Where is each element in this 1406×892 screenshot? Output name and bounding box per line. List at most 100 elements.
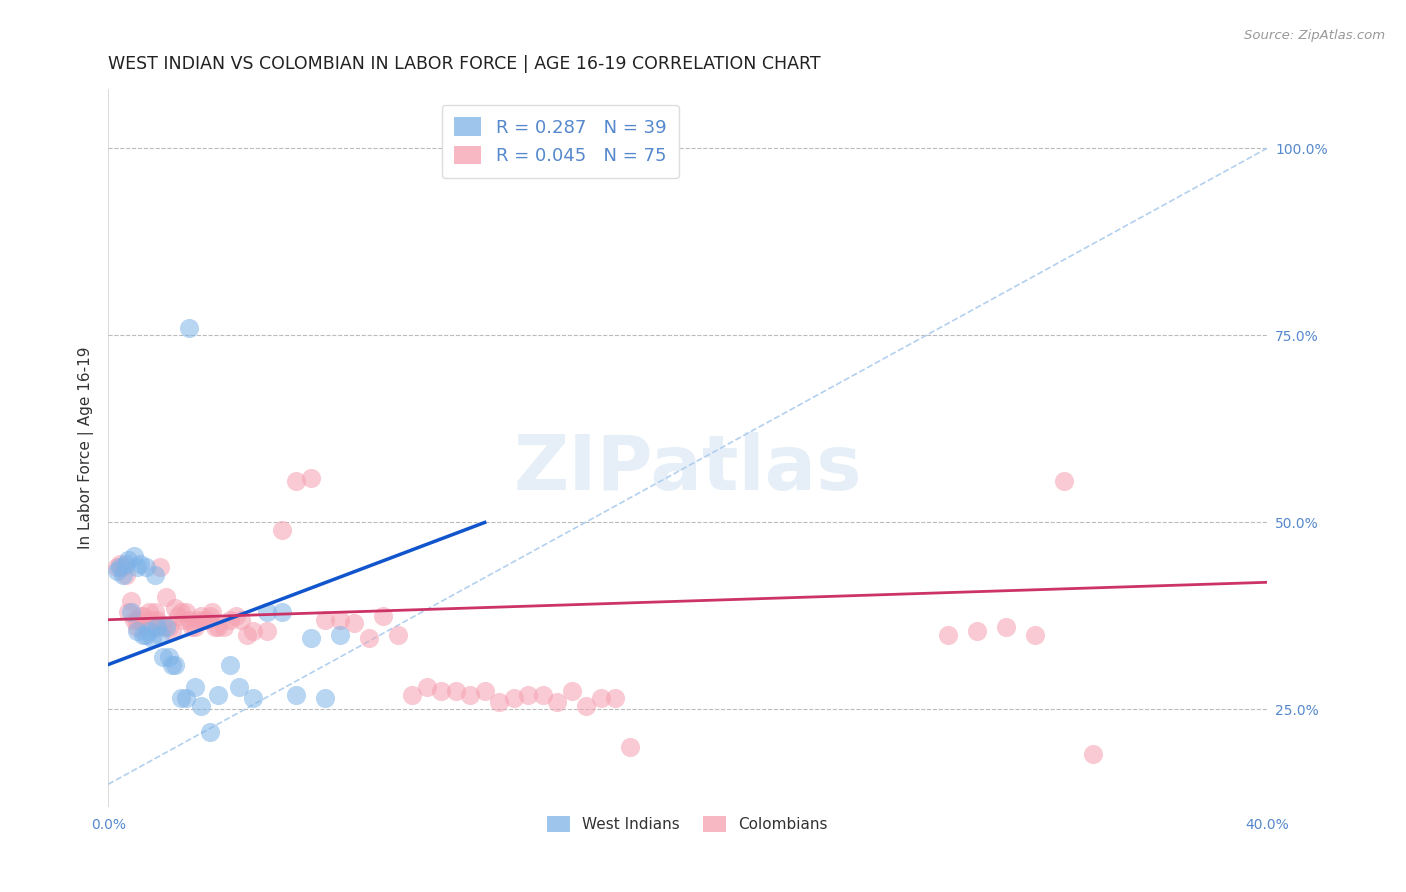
Point: [146, 620, 169, 634]
Text: WEST INDIAN VS COLOMBIAN IN LABOR FORCE | AGE 16-19 CORRELATION CHART: WEST INDIAN VS COLOMBIAN IN LABOR FORCE …: [108, 55, 821, 73]
Point: [117, 605, 139, 619]
Point: [179, 321, 201, 335]
Point: [146, 613, 169, 627]
Point: [285, 475, 308, 489]
Point: [169, 691, 191, 706]
Point: [343, 616, 366, 631]
Point: [120, 594, 142, 608]
Point: [179, 613, 201, 627]
Point: [373, 609, 395, 624]
Point: [561, 683, 583, 698]
Point: [619, 739, 641, 754]
Legend: West Indians, Colombians: West Indians, Colombians: [541, 810, 834, 838]
Point: [502, 691, 524, 706]
Point: [299, 632, 322, 646]
Point: [127, 613, 149, 627]
Point: [966, 624, 988, 638]
Point: [198, 609, 221, 624]
Point: [135, 628, 157, 642]
Point: [114, 557, 136, 571]
Point: [163, 601, 186, 615]
Point: [589, 691, 612, 706]
Point: [546, 695, 568, 709]
Point: [172, 613, 194, 627]
Point: [141, 632, 163, 646]
Point: [195, 613, 218, 627]
Point: [105, 564, 128, 578]
Point: [299, 470, 322, 484]
Point: [285, 688, 308, 702]
Point: [190, 609, 212, 624]
Point: [995, 620, 1018, 634]
Point: [256, 605, 278, 619]
Point: [430, 683, 453, 698]
Point: [218, 657, 240, 672]
Point: [1053, 475, 1076, 489]
Point: [108, 557, 131, 571]
Text: ZIPatlas: ZIPatlas: [513, 433, 862, 506]
Point: [149, 628, 172, 642]
Point: [531, 688, 554, 702]
Point: [231, 613, 253, 627]
Point: [190, 698, 212, 713]
Point: [575, 698, 598, 713]
Point: [141, 613, 163, 627]
Point: [1081, 747, 1104, 762]
Point: [184, 680, 207, 694]
Point: [228, 680, 250, 694]
Point: [936, 628, 959, 642]
Point: [111, 560, 134, 574]
Point: [169, 605, 191, 619]
Point: [132, 609, 155, 624]
Point: [212, 620, 235, 634]
Point: [143, 567, 166, 582]
Point: [155, 620, 177, 634]
Point: [120, 605, 142, 619]
Point: [157, 650, 180, 665]
Point: [488, 695, 510, 709]
Point: [242, 691, 264, 706]
Point: [157, 620, 180, 634]
Point: [444, 683, 467, 698]
Point: [242, 624, 264, 638]
Point: [129, 609, 152, 624]
Point: [225, 609, 247, 624]
Point: [181, 620, 204, 634]
Point: [127, 620, 149, 634]
Point: [108, 560, 131, 574]
Y-axis label: In Labor Force | Age 16-19: In Labor Force | Age 16-19: [79, 346, 94, 549]
Point: [474, 683, 496, 698]
Point: [143, 605, 166, 619]
Point: [160, 657, 183, 672]
Point: [111, 567, 134, 582]
Point: [138, 624, 160, 638]
Point: [152, 650, 174, 665]
Point: [155, 591, 177, 605]
Point: [204, 620, 226, 634]
Point: [117, 553, 139, 567]
Point: [218, 613, 240, 627]
Point: [127, 560, 149, 574]
Point: [138, 605, 160, 619]
Point: [187, 613, 209, 627]
Point: [105, 560, 128, 574]
Point: [132, 628, 155, 642]
Point: [176, 691, 198, 706]
Point: [201, 605, 224, 619]
Point: [198, 725, 221, 739]
Point: [184, 620, 207, 634]
Point: [127, 624, 149, 638]
Point: [387, 628, 409, 642]
Point: [152, 620, 174, 634]
Point: [122, 549, 145, 563]
Point: [314, 691, 336, 706]
Text: Source: ZipAtlas.com: Source: ZipAtlas.com: [1244, 29, 1385, 42]
Point: [603, 691, 626, 706]
Point: [122, 613, 145, 627]
Point: [314, 613, 336, 627]
Point: [135, 620, 157, 634]
Point: [135, 560, 157, 574]
Point: [357, 632, 380, 646]
Point: [236, 628, 259, 642]
Point: [129, 557, 152, 571]
